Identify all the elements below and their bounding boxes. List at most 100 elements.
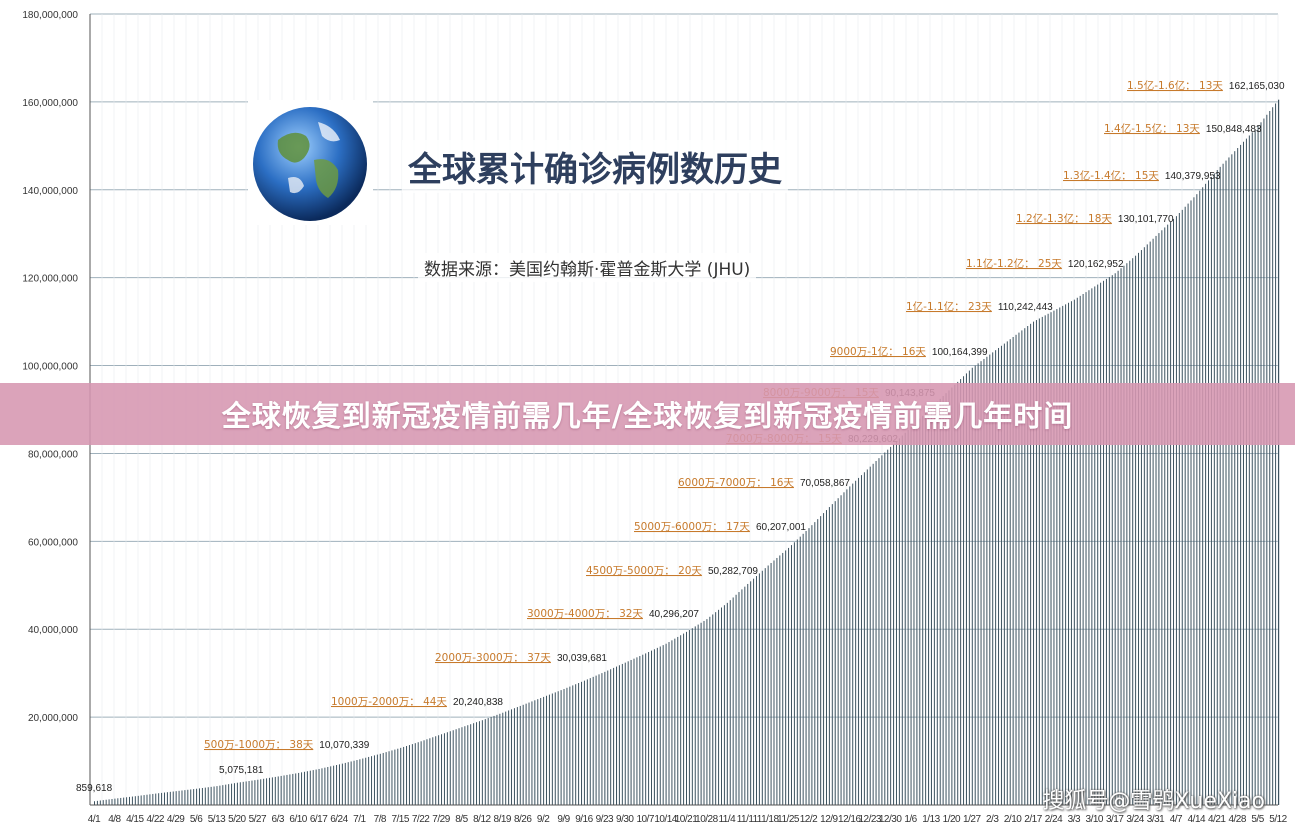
- bar: [245, 781, 247, 805]
- bar: [930, 407, 932, 805]
- bar: [1079, 295, 1081, 805]
- bar: [1205, 183, 1207, 805]
- bar: [703, 620, 705, 805]
- bar: [464, 726, 466, 805]
- x-tick-label: 7/15: [391, 814, 409, 825]
- bar: [1129, 260, 1131, 805]
- bar: [1114, 273, 1116, 805]
- bar: [1187, 203, 1189, 806]
- bar: [1167, 224, 1169, 805]
- bar: [1070, 301, 1072, 805]
- bar: [426, 739, 428, 805]
- bar: [353, 760, 355, 805]
- bar: [1138, 252, 1140, 805]
- bar: [484, 719, 486, 805]
- bar: [1269, 110, 1271, 805]
- x-tick-label: 9/2: [537, 814, 550, 825]
- bar: [624, 662, 626, 805]
- x-tick-label: 2/3: [986, 814, 999, 825]
- bar: [945, 393, 947, 805]
- bar: [968, 370, 970, 805]
- bar: [403, 746, 405, 805]
- watermark: 搜狐号@雪鸮XueXiao: [1042, 789, 1265, 814]
- bar: [904, 432, 906, 805]
- bar: [1248, 135, 1250, 806]
- bar: [738, 592, 740, 805]
- bar: [172, 791, 174, 805]
- bar: [318, 768, 320, 805]
- bar: [910, 427, 912, 805]
- bar: [1251, 132, 1253, 805]
- bar: [184, 790, 186, 805]
- bar: [656, 647, 658, 805]
- bar: [1140, 250, 1142, 806]
- bar: [248, 781, 250, 805]
- bar: [257, 779, 259, 805]
- bar: [1158, 233, 1160, 805]
- x-tick-label: 12/23: [858, 814, 881, 825]
- bar: [1193, 197, 1195, 806]
- bar: [720, 607, 722, 805]
- bar: [543, 696, 545, 805]
- bar: [470, 724, 472, 805]
- bar: [858, 477, 860, 805]
- bar: [373, 755, 375, 805]
- bar: [379, 753, 381, 805]
- bar: [546, 695, 548, 805]
- bar: [198, 788, 200, 805]
- bar: [700, 622, 702, 805]
- bar: [1175, 216, 1177, 806]
- x-tick-label: 4/21: [1208, 814, 1226, 825]
- bar: [338, 764, 340, 805]
- bars: [94, 99, 1280, 806]
- bar: [1047, 313, 1049, 805]
- bar: [411, 744, 413, 805]
- x-tick-label: 10/28: [695, 814, 718, 825]
- bar: [773, 560, 775, 805]
- banner-overlay: 全球恢复到新冠疫情前需几年/全球恢复到新冠疫情前需几年时间: [0, 383, 1295, 445]
- milestone-label: 500万-1000万： 38天: [204, 739, 314, 751]
- bar: [971, 367, 973, 805]
- bar: [875, 460, 877, 805]
- x-tick-label: 5/5: [1251, 814, 1264, 825]
- x-tick-label: 5/6: [190, 814, 203, 825]
- bar: [1228, 157, 1230, 806]
- bar: [531, 701, 533, 805]
- bar: [808, 528, 810, 805]
- bar: [481, 720, 483, 805]
- bar: [190, 789, 192, 805]
- bar: [1044, 315, 1046, 805]
- bar: [788, 547, 790, 805]
- bar: [508, 710, 510, 805]
- bar: [254, 780, 256, 805]
- bar: [642, 654, 644, 805]
- bar: [1260, 122, 1262, 805]
- milestone-value: 140,379,953: [1165, 171, 1221, 182]
- bar: [811, 525, 813, 805]
- bar: [936, 401, 938, 805]
- bar: [516, 707, 518, 805]
- x-tick-label: 12/30: [879, 814, 902, 825]
- x-tick-label: 9/9: [557, 814, 570, 825]
- bar: [799, 536, 801, 805]
- y-tick-label: 120,000,000: [22, 274, 78, 285]
- bar: [487, 718, 489, 805]
- bar: [837, 498, 839, 805]
- bar: [893, 444, 895, 805]
- bar: [963, 376, 965, 805]
- bar: [569, 686, 571, 805]
- bar: [114, 798, 116, 805]
- bar: [764, 568, 766, 805]
- bar: [977, 363, 979, 805]
- bar: [563, 688, 565, 805]
- globe-image: [248, 100, 373, 225]
- bar: [166, 792, 168, 805]
- bar: [134, 796, 136, 805]
- bar: [1027, 326, 1029, 805]
- bar: [478, 721, 480, 805]
- bar: [266, 778, 268, 805]
- bar: [659, 646, 661, 805]
- bar: [639, 656, 641, 805]
- bar: [951, 387, 953, 805]
- bar: [729, 600, 731, 805]
